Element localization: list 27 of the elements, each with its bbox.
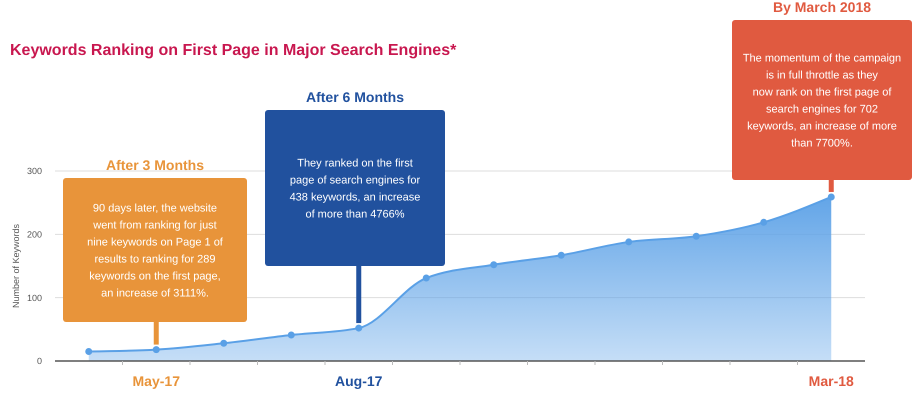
- point: [490, 261, 498, 268]
- point: [85, 348, 92, 355]
- point: [828, 193, 835, 200]
- annotation: After 3 Months: [106, 157, 204, 173]
- point: [355, 324, 362, 332]
- x-tick-label: Aug-17: [335, 373, 383, 389]
- point: [422, 274, 430, 282]
- text: After 6 Months: [306, 89, 404, 105]
- text: The momentum of the campaign is in full throttle as they now rank on the first page of search engines for 702 keywords, an increase of more than 7700%.: [742, 52, 902, 150]
- text: By March 2018: [772, 0, 872, 15]
- point: [288, 332, 295, 339]
- point: [220, 340, 228, 347]
- annotation: 90 days later, the website went from ranking for just nine keywords on Page 1 of results to ranking for 289 keywords on the first page, an increase of 3111%.: [87, 202, 224, 300]
- point: [558, 252, 565, 259]
- y-tick-label: 100: [26, 292, 42, 303]
- point: [692, 232, 700, 240]
- annotation: They ranked on the first page of search engines for 438 keywords, an increase of more than 4766%: [290, 157, 420, 220]
- chart-title: Keywords Ranking on First Page in Major Search Engines*: [10, 42, 458, 59]
- y-tick-label: 200: [26, 229, 42, 240]
- x-tick-label: May-17: [132, 373, 180, 389]
- point: [152, 346, 160, 354]
- point: [760, 218, 768, 226]
- y-tick-label: 0: [36, 356, 42, 366]
- point: [625, 238, 632, 246]
- y-axis-title: Number of Keywords: [11, 223, 21, 308]
- x-tick-label: Mar-18: [808, 373, 854, 389]
- y-tick-label: 300: [26, 166, 42, 176]
